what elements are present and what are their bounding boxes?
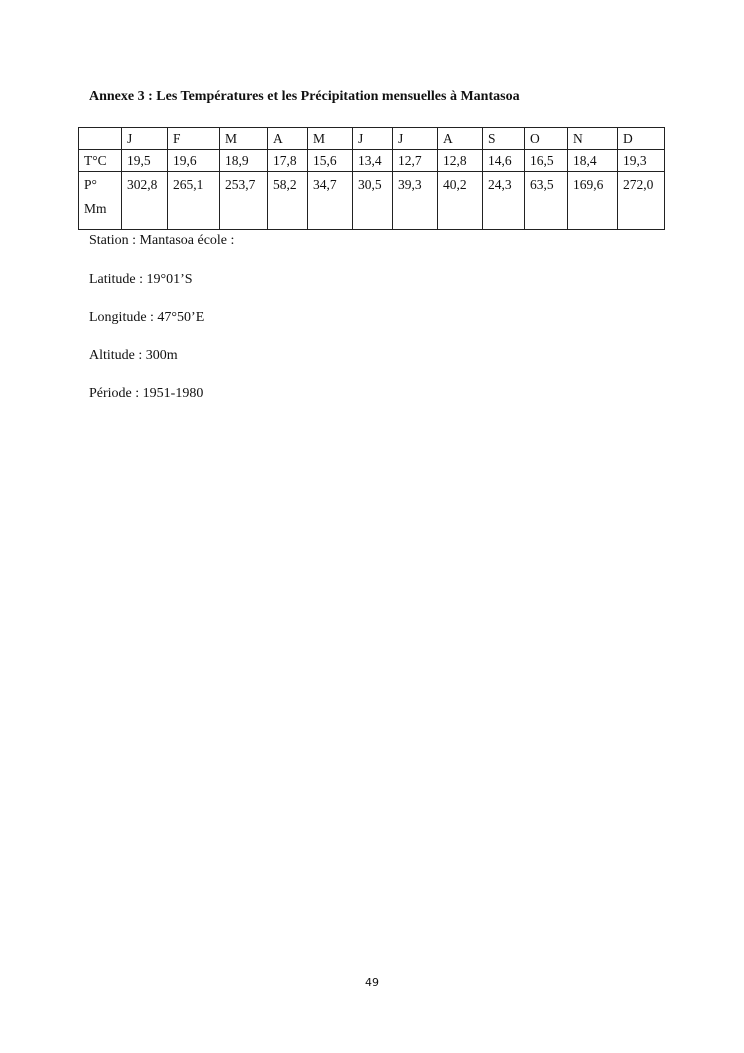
period-text: Période : 1951-1980 — [89, 386, 204, 401]
altitude-text: Altitude : 300m — [89, 348, 178, 363]
table-cell: J — [352, 127, 393, 150]
table-cell: A — [267, 127, 308, 150]
table-cell: 13,4 — [352, 149, 393, 172]
table-cell: M — [219, 127, 268, 150]
annex-title: Annexe 3 : Les Températures et les Préci… — [89, 89, 520, 104]
table-cell: 24,3 — [482, 171, 525, 230]
latitude-text: Latitude : 19°01’S — [89, 272, 193, 287]
table-cell: 30,5 — [352, 171, 393, 230]
table-cell: 12,8 — [437, 149, 483, 172]
table-cell: 39,3 — [392, 171, 438, 230]
table-cell: 16,5 — [524, 149, 568, 172]
table-cell: 18,9 — [219, 149, 268, 172]
table-cell: 265,1 — [167, 171, 220, 230]
table-cell: 58,2 — [267, 171, 308, 230]
table-cell: M — [307, 127, 353, 150]
table-cell: 19,3 — [617, 149, 665, 172]
table-cell: A — [437, 127, 483, 150]
climate-table: J F M A M J J A S O N D T°C 19,5 19,6 18,9 17,8 15,6 13,4 1… — [78, 127, 665, 230]
table-cell: 40,2 — [437, 171, 483, 230]
table-cell: 253,7 — [219, 171, 268, 230]
table-cell: S — [482, 127, 525, 150]
station-text: Station : Mantasoa école : — [89, 233, 235, 248]
table-cell: 18,4 — [567, 149, 618, 172]
table-cell: 19,6 — [167, 149, 220, 172]
table-cell: 272,0 — [617, 171, 665, 230]
table-cell: 302,8 — [121, 171, 168, 230]
table-cell: 15,6 — [307, 149, 353, 172]
table-cell: N — [567, 127, 618, 150]
table-cell: 34,7 — [307, 171, 353, 230]
row-label-cell — [78, 127, 122, 150]
table-cell: F — [167, 127, 220, 150]
row-label-cell: T°C — [78, 149, 122, 172]
table-cell: J — [121, 127, 168, 150]
page-number: 49 — [365, 976, 379, 989]
precipitation-row: P° Mm 302,8 265,1 253,7 58,2 34,7 30,5 39,3 40,2… — [78, 171, 665, 230]
table-cell: 14,6 — [482, 149, 525, 172]
row-label-cell: P° Mm — [78, 171, 122, 230]
longitude-text: Longitude : 47°50’E — [89, 310, 205, 325]
table-cell: 17,8 — [267, 149, 308, 172]
table-cell: 63,5 — [524, 171, 568, 230]
table-cell: 19,5 — [121, 149, 168, 172]
table-cell: O — [524, 127, 568, 150]
table-cell: J — [392, 127, 438, 150]
table-cell: D — [617, 127, 665, 150]
table-cell: 169,6 — [567, 171, 618, 230]
table-cell: 12,7 — [392, 149, 438, 172]
temperature-row: T°C 19,5 19,6 18,9 17,8 15,6 13,4 12,7 12,8 14,6 1… — [78, 149, 665, 172]
